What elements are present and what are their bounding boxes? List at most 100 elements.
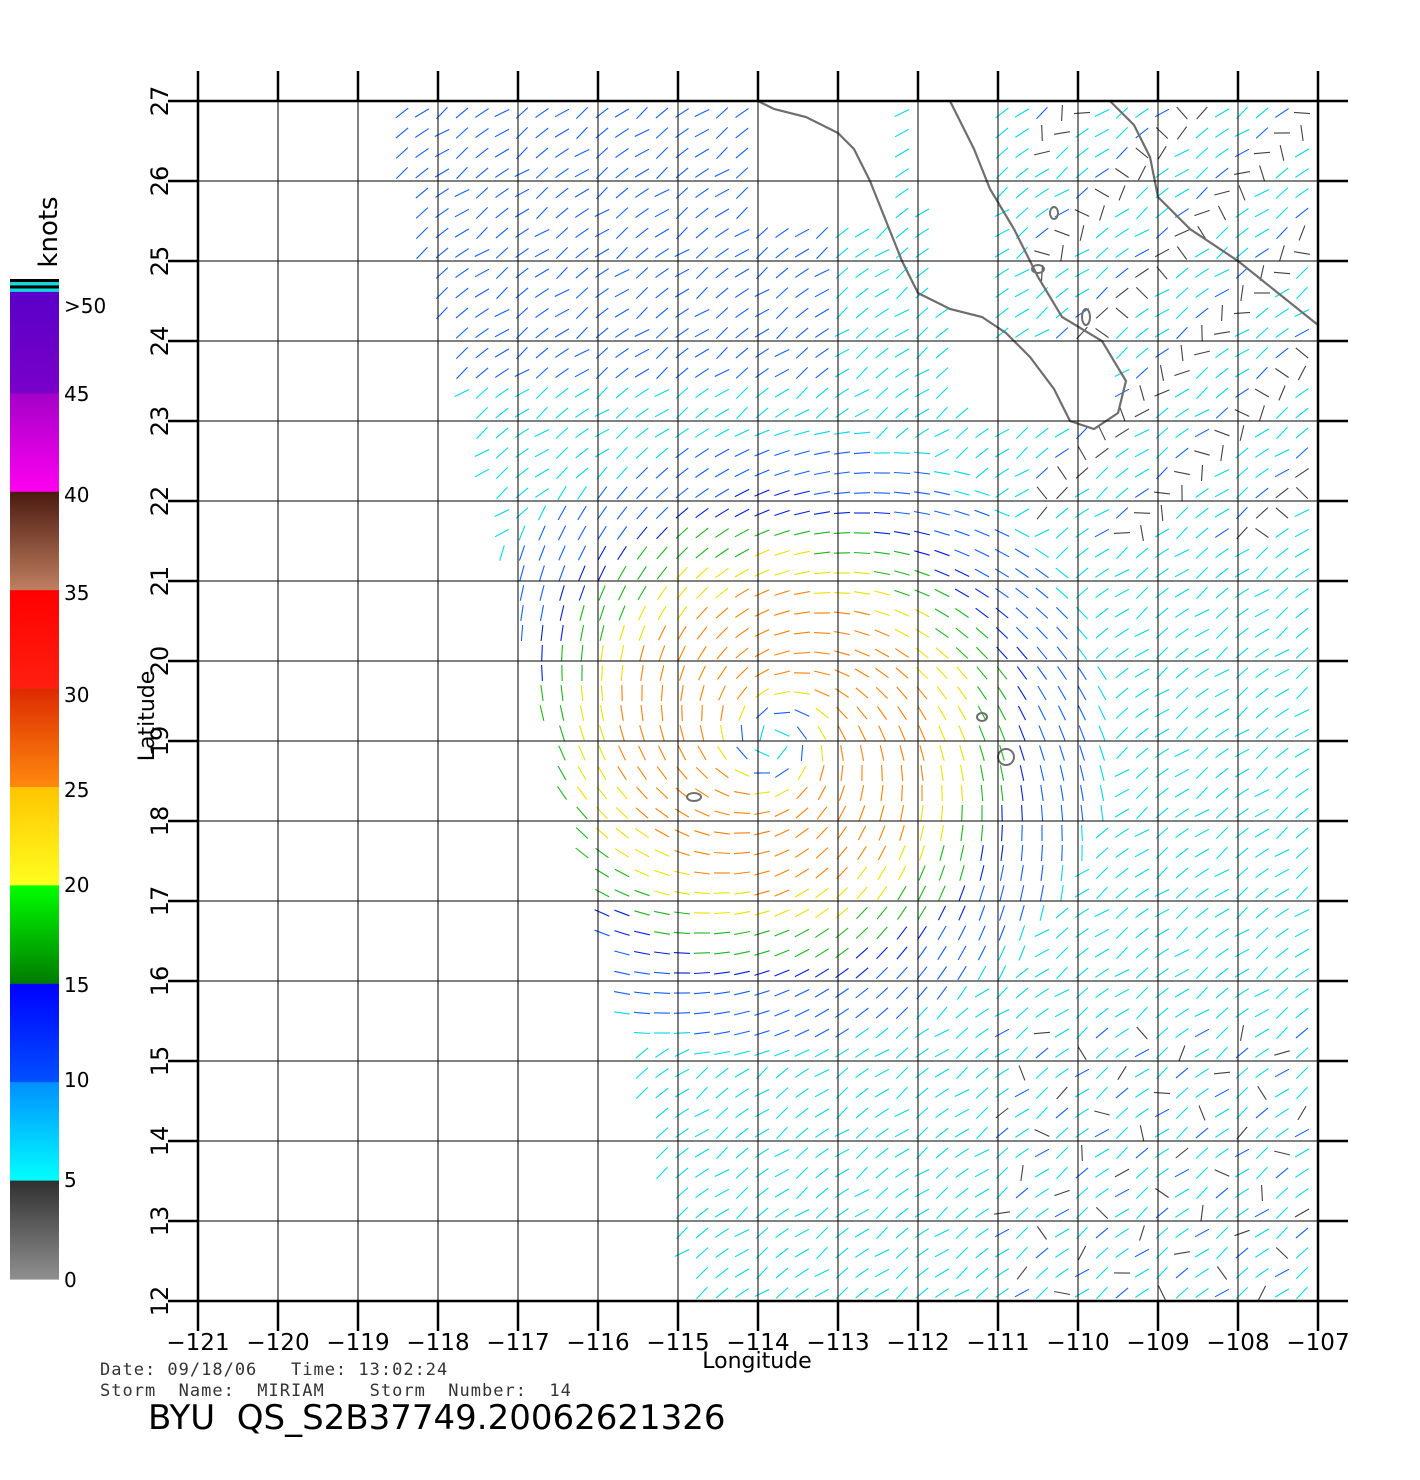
wind-vector [1095,847,1109,859]
wind-vector [1059,765,1065,781]
legend-cap-stripe [10,291,59,295]
wind-vector [1275,767,1289,779]
wind-vector [1274,1150,1290,1156]
wind-vector [754,1010,770,1016]
wind-vector [1134,688,1150,698]
legend-band-20-25 [10,787,59,886]
wind-vector [1036,486,1048,500]
wind-vector [541,664,543,682]
wind-vector [1254,808,1270,818]
wind-vector [1194,1268,1210,1278]
wind-vector [975,1067,989,1079]
wind-vector [560,625,564,641]
wind-vector [774,690,790,696]
wind-vector [554,128,570,138]
wind-vector [653,992,671,994]
wind-vector [1214,869,1230,877]
wind-vector [1154,748,1170,758]
wind-vector [735,167,749,179]
wind-vector [574,168,590,178]
wind-vector [774,469,790,477]
wind-vector [1254,628,1270,638]
wind-vector [1215,367,1229,379]
wind-vector [814,1288,830,1298]
wind-vector [716,646,728,660]
wind-vector [918,865,926,881]
wind-vector [1275,987,1289,999]
wind-vector [734,528,750,538]
wind-vector [594,268,610,278]
wind-vector [1154,728,1170,738]
wind-vector [715,287,729,299]
wind-vector [754,629,770,637]
wind-vector [775,1287,789,1299]
wind-vector [736,206,748,220]
wind-vector [1274,468,1290,478]
wind-vector [1275,807,1289,819]
wind-vector [1216,646,1228,660]
wind-vector [536,206,548,220]
wind-vector [395,127,409,139]
wind-vector [754,970,770,976]
wind-vector [794,888,810,898]
wind-vector [475,327,489,339]
wind-vector [514,169,530,177]
wind-vector [1255,1267,1269,1279]
wind-vector [455,327,469,339]
wind-vector [876,1226,888,1240]
wind-vector [817,725,827,741]
wind-vector [1174,749,1190,757]
wind-vector [617,545,627,561]
wind-vector [539,565,545,581]
wind-vector [815,887,829,899]
wind-vector [1194,809,1210,817]
wind-vector [714,1031,730,1035]
y-tick-label: 25 [146,246,174,277]
wind-vector [1114,608,1130,618]
wind-vector [1295,1027,1309,1039]
wind-vector [754,529,770,537]
wind-vector [998,725,1006,741]
wind-vector [555,227,569,239]
wind-vector [1135,347,1149,359]
wind-vector [794,611,810,615]
wind-vector [894,1148,910,1158]
wind-vector [614,889,630,897]
wind-vector [735,1127,749,1139]
wind-vector [1016,1246,1028,1260]
wind-vector [694,830,710,836]
wind-vector [1095,267,1109,279]
wind-vector [815,707,829,719]
wind-vector [615,347,629,359]
wind-vector [534,448,550,458]
legend-band-15-20 [10,885,59,985]
wind-vector [1234,348,1250,358]
wind-vector [854,1208,870,1218]
wind-vector [894,1168,910,1178]
wind-vector [654,849,670,857]
wind-vector [994,1068,1010,1078]
wind-vector [715,107,729,119]
wind-vector [1216,1246,1228,1260]
wind-vector [1154,689,1170,697]
wind-vector [1115,1247,1129,1259]
wind-vector [958,885,966,901]
wind-vector [539,604,545,622]
wind-vector [914,569,930,577]
wind-vector [674,849,690,857]
wind-vector [1081,824,1083,842]
wind-vector [1215,627,1229,639]
wind-vector [794,691,810,695]
legend-label: 10 [64,1068,89,1092]
wind-vector [695,527,709,539]
wind-vector [694,428,710,438]
wind-vector [754,1108,770,1118]
wind-vector [1175,507,1189,519]
wind-vector [1175,667,1189,679]
wind-vector [896,286,908,300]
wind-vector [875,367,889,379]
wind-vector [1234,929,1250,937]
wind-vector [1198,1105,1206,1121]
wind-vector [600,705,604,721]
wind-vector [814,1128,830,1138]
